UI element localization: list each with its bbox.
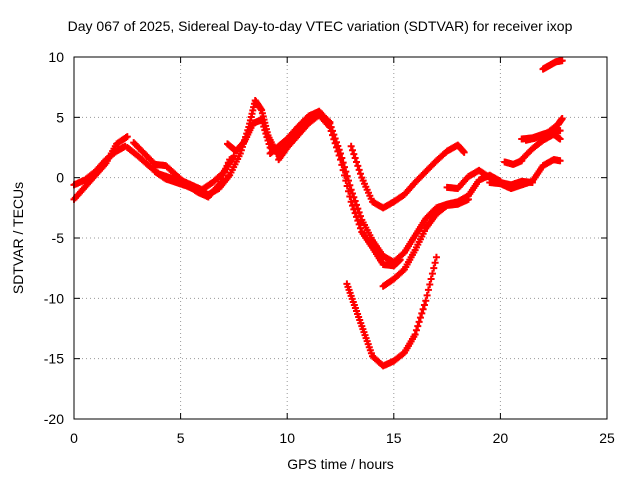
data-point: [335, 151, 343, 159]
grid-lines: [74, 57, 607, 419]
data-point: [420, 301, 428, 309]
data-point: [347, 198, 355, 206]
plot-frame: [73, 56, 608, 420]
data-point: [331, 139, 339, 147]
data-series: [539, 57, 566, 73]
data-point: [347, 142, 355, 150]
data-point: [432, 253, 440, 261]
x-axis-label: GPS time / hours: [287, 456, 394, 472]
x-tick-label: 20: [493, 430, 509, 446]
y-tick-label: 0: [56, 170, 64, 186]
data-points: [70, 57, 566, 370]
data-point: [351, 154, 359, 162]
x-tick-label: 5: [177, 430, 185, 446]
data-series: [518, 130, 564, 164]
data-point: [350, 150, 358, 158]
data-series: [522, 115, 566, 144]
data-point: [558, 57, 566, 65]
data-point: [339, 166, 347, 174]
data-point: [416, 314, 424, 322]
data-point: [427, 275, 435, 283]
data-point: [558, 115, 566, 123]
data-point: [326, 123, 334, 131]
data-point: [264, 137, 272, 145]
x-tick-label: 0: [70, 430, 78, 446]
data-point: [464, 195, 472, 203]
data-point: [356, 224, 364, 232]
data-point: [263, 133, 271, 141]
data-point: [327, 127, 335, 135]
data-point: [412, 326, 420, 334]
y-tick-label: 10: [48, 49, 64, 65]
data-point: [424, 286, 432, 294]
data-point: [422, 297, 430, 305]
data-point: [354, 162, 362, 170]
data-series: [275, 111, 404, 270]
data-point: [556, 157, 564, 165]
x-tick-label: 10: [279, 430, 295, 446]
data-point: [396, 256, 404, 264]
data-point: [352, 158, 360, 166]
data-point: [348, 146, 356, 154]
data-point: [419, 305, 427, 313]
data-point: [338, 161, 346, 169]
data-point: [423, 291, 431, 299]
axis-ticks: 0 5 10 15 20 25 -20 -15 -10 -5 0 5 10: [44, 49, 615, 446]
data-point: [348, 202, 356, 210]
data-point: [414, 322, 422, 330]
data-point: [337, 156, 344, 164]
data-point: [226, 156, 234, 164]
y-tick-label: 5: [56, 109, 64, 125]
data-point: [356, 170, 364, 178]
data-point: [556, 135, 564, 143]
data-series: [379, 195, 472, 290]
data-point: [415, 318, 423, 326]
data-point: [265, 140, 273, 148]
data-point: [260, 123, 268, 131]
data-point: [355, 166, 363, 174]
data-point: [342, 177, 350, 185]
y-tick-label: -15: [44, 351, 64, 367]
data-point: [355, 220, 363, 228]
data-point: [261, 126, 269, 134]
data-point: [259, 119, 267, 127]
data-point: [346, 193, 354, 201]
x-tick-label: 15: [386, 430, 402, 446]
data-point: [334, 147, 342, 155]
x-tick-label: 25: [599, 430, 615, 446]
data-point: [418, 309, 426, 317]
data-point: [123, 133, 131, 141]
y-tick-label: -20: [44, 411, 64, 427]
data-point: [411, 331, 419, 339]
data-point: [430, 264, 438, 272]
data-point: [329, 131, 337, 139]
data-point: [399, 267, 407, 275]
data-point: [354, 217, 362, 225]
data-point: [258, 116, 266, 124]
y-tick-label: -10: [44, 290, 64, 306]
chart-title: Day 067 of 2025, Sidereal Day-to-day VTE…: [67, 18, 573, 34]
data-series: [70, 142, 129, 189]
data-point: [426, 280, 434, 288]
data-series: [486, 156, 564, 193]
data-point: [343, 182, 351, 190]
data-series: [347, 141, 468, 212]
y-tick-label: -5: [52, 230, 65, 246]
data-point: [431, 259, 439, 267]
data-point: [330, 135, 338, 143]
data-point: [428, 270, 436, 278]
data-point: [350, 205, 358, 213]
data-point: [344, 187, 352, 195]
data-point: [262, 130, 270, 138]
data-point: [556, 127, 564, 135]
data-series: [343, 253, 440, 370]
y-axis-label: SDTVAR / TECUs: [10, 181, 26, 295]
data-point: [340, 171, 348, 179]
data-point: [351, 209, 359, 217]
data-point: [352, 213, 360, 221]
data-point: [460, 148, 468, 156]
data-point: [333, 143, 341, 151]
